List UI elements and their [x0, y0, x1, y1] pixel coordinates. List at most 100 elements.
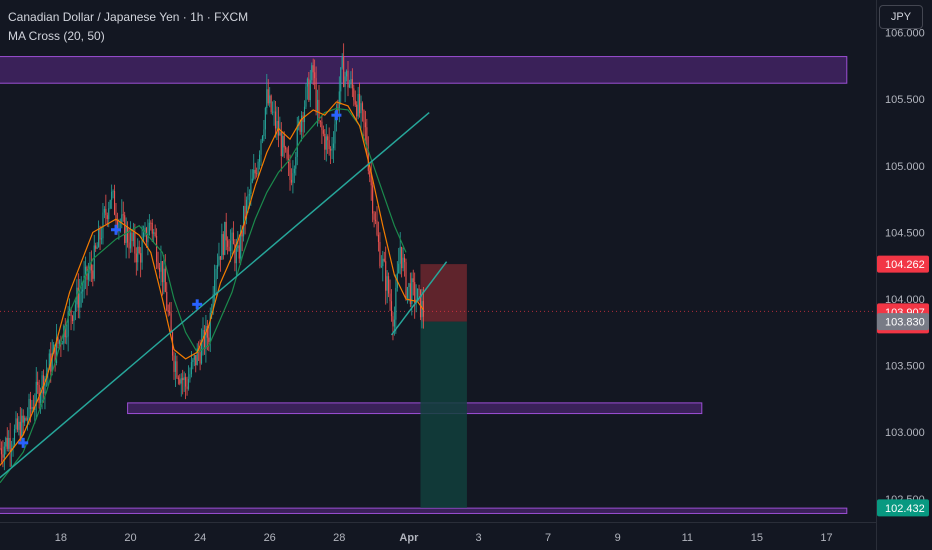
candle — [185, 373, 187, 400]
candle-body — [404, 257, 406, 263]
candle — [73, 311, 75, 331]
candle-body — [379, 241, 381, 267]
candle-body — [311, 65, 313, 81]
candle-body — [383, 258, 385, 262]
candle — [305, 83, 307, 110]
candle — [302, 111, 304, 138]
candle — [344, 71, 346, 103]
chart-legend: Canadian Dollar / Japanese Yen · 1h · FX… — [8, 8, 248, 46]
candle — [15, 411, 17, 433]
indicator-label: MA Cross (20, 50) — [8, 29, 105, 43]
candle-body — [100, 238, 103, 240]
candle-body — [348, 84, 350, 88]
candle — [174, 352, 176, 388]
candle — [256, 167, 258, 178]
candle — [402, 247, 404, 272]
candle — [0, 441, 3, 463]
candle — [31, 399, 33, 414]
candle — [77, 273, 79, 319]
candle — [382, 250, 384, 282]
candle — [166, 282, 168, 312]
candle-body — [79, 293, 81, 308]
candle-body — [22, 415, 24, 423]
candle — [269, 87, 271, 108]
candle-body — [253, 169, 255, 179]
candle-body — [180, 378, 182, 384]
candle — [348, 79, 350, 89]
candle-body — [324, 133, 326, 150]
candle — [38, 379, 40, 409]
candle-body — [71, 316, 74, 322]
candle-body — [231, 232, 233, 241]
candle-body — [376, 221, 378, 235]
candle-body — [80, 291, 82, 294]
candle — [419, 289, 422, 320]
candle — [92, 264, 94, 287]
candle — [230, 229, 232, 263]
candle — [177, 375, 179, 385]
candle — [87, 262, 89, 287]
candle — [13, 424, 16, 448]
candle-body — [305, 86, 307, 107]
candle-body — [373, 213, 375, 220]
candle — [227, 236, 229, 255]
candle — [215, 265, 217, 296]
candle — [311, 62, 313, 84]
candle-body — [386, 276, 388, 291]
candle — [412, 269, 414, 296]
candle — [398, 247, 400, 274]
candle-body — [372, 185, 374, 214]
time-axis-tick: 26 — [264, 532, 276, 544]
candle — [401, 246, 403, 278]
candle — [57, 336, 59, 349]
candle-body — [135, 253, 137, 263]
candle-body — [406, 287, 408, 299]
candle-body — [122, 214, 124, 216]
take-profit-zone — [420, 321, 467, 508]
candle-body — [87, 273, 89, 280]
candle — [37, 371, 39, 394]
candle — [45, 359, 47, 387]
candle — [270, 94, 272, 115]
candle — [234, 238, 236, 272]
candle-body — [27, 418, 29, 421]
candle-body — [270, 95, 272, 113]
candle — [22, 409, 24, 435]
candle-body — [405, 262, 407, 299]
candle — [332, 131, 335, 164]
candle-body — [41, 375, 43, 394]
candle-body — [32, 407, 34, 410]
candle — [254, 162, 256, 180]
candle-body — [221, 234, 223, 260]
time-axis-tick: 28 — [333, 532, 345, 544]
candle-body — [319, 120, 321, 122]
candle-body — [295, 156, 297, 169]
candle-body — [132, 232, 134, 242]
ma-slow-line — [0, 107, 407, 484]
candle-body — [195, 355, 197, 366]
candle-body — [228, 246, 230, 251]
candle — [74, 298, 76, 321]
candle — [357, 86, 359, 120]
candle-body — [92, 270, 94, 279]
candle — [25, 416, 27, 422]
candle — [95, 242, 97, 252]
candle-body — [224, 221, 226, 255]
candle-body — [8, 437, 10, 449]
candle — [289, 154, 291, 191]
candle — [228, 238, 230, 252]
candle-body — [112, 191, 114, 192]
candle-body — [18, 421, 20, 430]
time-axis-tick: 7 — [545, 532, 551, 544]
candle-body — [169, 311, 171, 314]
candle-body — [51, 353, 53, 372]
candle-body — [289, 163, 291, 180]
candle-body — [166, 291, 168, 311]
currency-button[interactable]: JPY — [879, 5, 923, 29]
candle — [347, 60, 349, 97]
candle-body — [179, 379, 181, 384]
candle-body — [131, 232, 133, 242]
candle — [364, 110, 366, 142]
candle — [245, 196, 248, 225]
